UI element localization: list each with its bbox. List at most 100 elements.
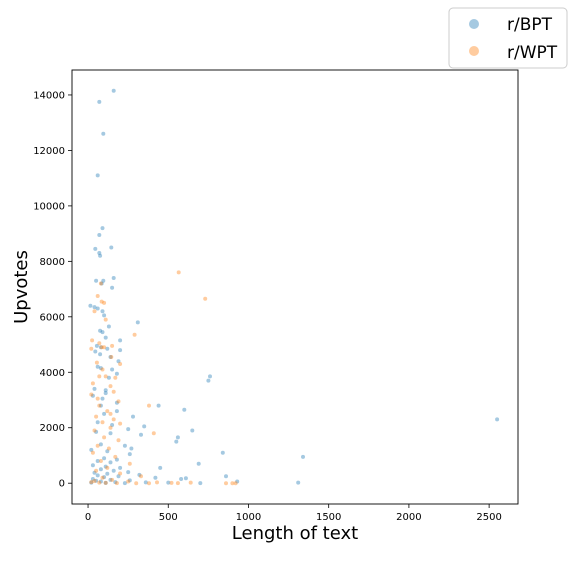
data-point (92, 428, 97, 433)
data-point (111, 468, 116, 473)
data-point (102, 411, 107, 416)
data-point (127, 452, 132, 457)
data-point (108, 355, 113, 359)
data-point (143, 480, 148, 485)
data-point (94, 429, 99, 434)
data-point (114, 481, 119, 486)
data-point (126, 479, 131, 484)
data-point (135, 320, 140, 325)
data-point (113, 454, 118, 459)
data-point (116, 399, 121, 404)
data-point (131, 414, 135, 419)
data-point (98, 467, 103, 472)
data-point (92, 479, 97, 483)
data-point (92, 470, 97, 475)
data-point (94, 343, 99, 348)
data-point (102, 456, 107, 461)
data-point (110, 285, 115, 290)
data-point (110, 477, 115, 482)
data-point (100, 367, 105, 372)
data-point (109, 355, 114, 359)
data-point (110, 343, 115, 348)
data-point (118, 421, 123, 426)
data-point (100, 475, 105, 480)
y-axis-label: Upvotes (11, 250, 32, 324)
data-point (94, 360, 99, 365)
y-tick-label: 4000 (40, 368, 65, 379)
data-point (102, 475, 107, 480)
data-point (99, 299, 104, 304)
y-tick-label: 0 (59, 479, 65, 490)
data-point (495, 417, 500, 422)
data-point (116, 359, 121, 364)
legend-marker-bpt (469, 19, 479, 29)
data-point (94, 414, 99, 419)
data-point (183, 476, 188, 481)
data-point (155, 480, 159, 485)
data-point (95, 294, 100, 298)
data-point (103, 335, 108, 340)
data-point (99, 281, 104, 286)
data-point (108, 477, 113, 482)
data-point (101, 131, 106, 136)
data-point (103, 391, 108, 396)
data-point (134, 481, 139, 486)
data-point (113, 480, 118, 485)
data-point (105, 465, 110, 470)
data-point (129, 446, 134, 451)
data-point (105, 449, 110, 454)
data-point (103, 388, 108, 393)
data-point (110, 367, 115, 372)
legend-label-bpt: r/BPT (507, 15, 553, 35)
data-point (98, 328, 103, 333)
data-point (158, 465, 163, 470)
data-point (99, 345, 104, 350)
data-point (97, 480, 102, 485)
data-point (93, 246, 98, 251)
data-point (97, 233, 102, 237)
data-point (127, 478, 132, 483)
data-point (224, 481, 228, 486)
data-point (111, 389, 116, 394)
data-point (97, 403, 102, 408)
x-tick-label: 1500 (316, 512, 341, 523)
data-point (105, 346, 110, 351)
data-point (301, 454, 305, 459)
data-point (118, 362, 123, 366)
data-point (108, 384, 113, 389)
data-point (90, 393, 95, 398)
data-point (89, 447, 94, 452)
data-point (95, 364, 100, 369)
x-tick-label: 2000 (396, 512, 421, 523)
data-point (147, 403, 151, 408)
data-point (122, 481, 127, 486)
data-point (175, 435, 180, 440)
x-axis-ticks: 0 500 1000 1500 2000 2500 (85, 504, 502, 523)
data-point (114, 400, 119, 405)
x-tick-label: 0 (85, 512, 91, 523)
data-point (95, 173, 100, 178)
data-point (94, 478, 99, 483)
data-point (111, 417, 116, 422)
data-point (126, 470, 131, 475)
data-point (116, 474, 121, 479)
data-point (95, 306, 100, 311)
data-point (126, 427, 131, 432)
data-point (139, 474, 143, 479)
data-point (98, 253, 103, 258)
data-point (175, 481, 180, 486)
data-point (137, 472, 142, 477)
data-point (98, 442, 103, 447)
data-point (166, 480, 171, 485)
data-point (95, 443, 100, 448)
data-point (153, 475, 158, 480)
data-point (179, 477, 184, 481)
data-point (111, 88, 116, 93)
data-point (93, 349, 98, 354)
data-point (89, 346, 94, 351)
data-point (114, 371, 119, 376)
data-point (98, 352, 103, 357)
data-point (103, 480, 108, 485)
data-point (102, 313, 107, 318)
data-point (95, 459, 100, 463)
